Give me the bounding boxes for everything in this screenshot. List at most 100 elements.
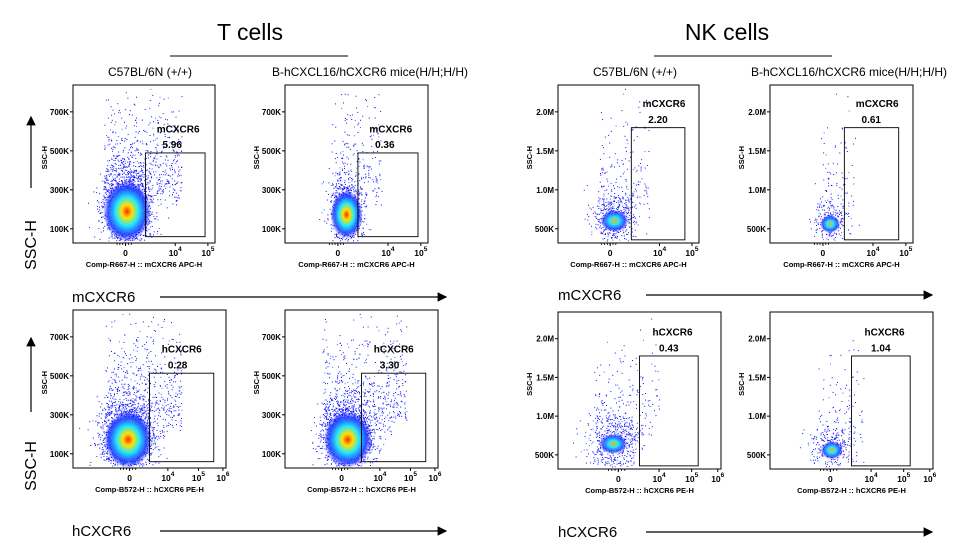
event-dot — [135, 177, 137, 178]
event-dot — [336, 235, 337, 237]
event-dot — [632, 128, 634, 130]
event-dot — [140, 179, 142, 181]
event-dot — [131, 144, 133, 145]
event-dot — [625, 238, 627, 240]
event-dot — [368, 170, 370, 171]
event-dot — [835, 214, 836, 216]
event-dot — [332, 193, 334, 195]
event-dot — [633, 235, 635, 237]
event-dot — [342, 184, 344, 186]
event-dot — [158, 102, 160, 104]
event-dot — [119, 112, 121, 114]
event-dot — [108, 240, 110, 242]
event-dot — [622, 229, 624, 231]
event-dot — [146, 178, 148, 180]
event-dot — [136, 122, 138, 124]
event-dot — [127, 172, 129, 174]
event-dot — [338, 185, 340, 187]
event-dot — [378, 136, 380, 138]
event-dot — [180, 182, 182, 184]
event-dot — [163, 124, 165, 126]
event-dot — [121, 137, 123, 139]
x-tick-label: 0 — [123, 248, 128, 258]
event-dot — [634, 167, 636, 169]
event-dot — [107, 170, 109, 172]
event-dot — [627, 188, 629, 190]
event-dot — [339, 167, 341, 169]
event-dot — [625, 209, 627, 211]
event-dot — [156, 193, 158, 194]
event-dot — [828, 209, 830, 211]
event-dot — [131, 180, 133, 182]
event-dot — [175, 200, 177, 202]
event-dot — [142, 119, 143, 121]
event-dot — [602, 186, 604, 188]
event-dot — [834, 212, 836, 213]
event-dot — [176, 151, 178, 153]
event-dot — [127, 97, 129, 99]
event-dot — [171, 165, 173, 166]
event-dot — [338, 183, 340, 184]
event-dot — [824, 200, 826, 202]
event-dot — [619, 198, 621, 200]
event-dot — [138, 175, 140, 177]
event-dot — [639, 111, 641, 113]
event-dot — [115, 163, 117, 165]
event-dot — [349, 189, 351, 191]
event-dot — [840, 219, 842, 221]
event-dot — [359, 180, 361, 182]
event-dot — [359, 192, 361, 194]
event-dot — [636, 221, 637, 223]
event-dot — [822, 209, 824, 211]
event-dot — [351, 236, 353, 238]
event-dot — [375, 204, 377, 206]
event-dot — [172, 125, 174, 127]
event-dot — [96, 192, 97, 194]
event-dot — [115, 132, 117, 134]
event-dot — [835, 234, 837, 236]
event-dot — [164, 319, 165, 320]
event-dot — [168, 181, 170, 182]
event-dot — [121, 161, 123, 163]
event-dot — [109, 385, 111, 387]
event-dot — [162, 190, 164, 192]
event-dot — [358, 165, 360, 167]
y-tick-label: 500K — [262, 147, 281, 156]
event-dot — [359, 188, 361, 190]
event-dot — [143, 176, 145, 178]
event-dot — [353, 143, 355, 145]
event-dot — [353, 145, 355, 147]
event-dot — [145, 164, 147, 166]
event-dot — [349, 148, 351, 150]
event-dot — [602, 199, 604, 201]
event-dot — [827, 178, 829, 180]
event-dot — [141, 168, 142, 170]
event-dot — [152, 464, 154, 466]
event-dot — [149, 196, 151, 198]
event-dot — [180, 422, 182, 424]
event-dot — [837, 215, 839, 217]
event-dot — [156, 152, 158, 154]
gate-label: mCXCR6 — [157, 124, 200, 135]
event-dot — [155, 139, 157, 141]
event-dot — [150, 156, 152, 158]
event-dot — [180, 187, 182, 189]
event-dot — [361, 188, 363, 190]
event-dot — [361, 188, 363, 190]
event-dot — [843, 205, 845, 207]
event-dot — [628, 221, 630, 223]
event-dot — [172, 188, 174, 190]
event-dot — [355, 174, 357, 176]
event-dot — [150, 188, 152, 190]
event-dot — [814, 235, 815, 237]
event-dot — [135, 157, 137, 159]
event-dot — [334, 197, 336, 199]
event-dot — [105, 452, 107, 454]
event-dot — [113, 405, 115, 407]
event-dot — [366, 100, 367, 102]
event-dot — [645, 189, 647, 191]
event-dot — [619, 239, 621, 241]
event-dot — [139, 184, 141, 186]
event-dot — [603, 204, 605, 206]
